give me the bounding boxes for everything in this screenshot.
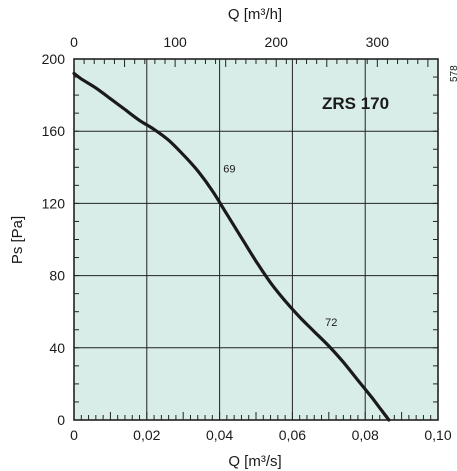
x2-tick-label: 0 [70, 34, 78, 50]
x-tick-label: 0 [70, 427, 78, 443]
x-tick-label: 0,06 [279, 427, 306, 443]
y-tick-label: 200 [42, 51, 66, 67]
performance-curve [72, 71, 391, 422]
y-tick-label: 160 [42, 123, 66, 139]
side-code: 578 [449, 65, 457, 82]
y-tick-label: 80 [49, 268, 65, 284]
x-tick-label: 0,10 [424, 427, 451, 443]
y-axis-title: Ps [Pa] [9, 216, 26, 264]
y-tick-label: 120 [42, 195, 66, 211]
x2-tick-label: 200 [265, 34, 289, 50]
x-axis-title: Q [m³/s] [228, 453, 281, 470]
y-tick-label: 40 [49, 340, 65, 356]
curve-annotations: 69 72 [223, 164, 337, 329]
x-tick-label: 0,08 [352, 427, 379, 443]
x2-tick-label: 300 [366, 34, 390, 50]
plot-background [74, 59, 438, 420]
x-tick-label: 0,02 [133, 427, 160, 443]
x-tick-label: 0,04 [206, 427, 233, 443]
model-label: ZRS 170 [322, 94, 389, 113]
curve-annotation-label: 72 [325, 317, 337, 329]
x2-tick-label: 100 [163, 34, 187, 50]
tick-labels: 0 0,02 0,04 0,06 0,08 0,10 0 100 200 300 0 40 80 120 1… [42, 34, 452, 443]
y-tick-label: 0 [57, 412, 65, 428]
plot-frame [73, 58, 439, 421]
x2-axis-title: Q [m³/h] [228, 6, 282, 23]
curve-annotation-label: 69 [223, 164, 235, 176]
